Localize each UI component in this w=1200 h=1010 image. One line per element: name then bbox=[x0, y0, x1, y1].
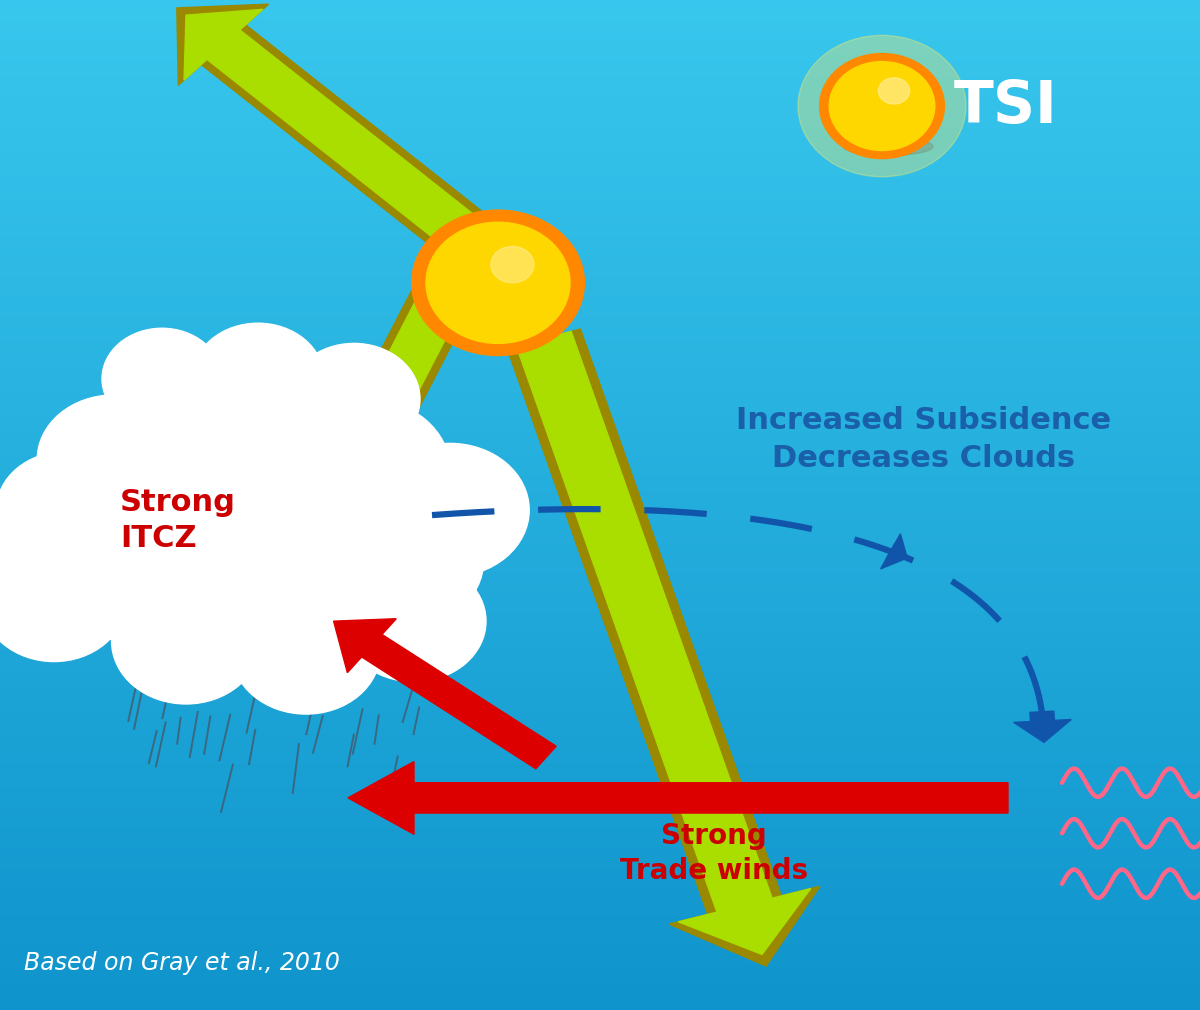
Circle shape bbox=[186, 369, 378, 530]
Text: Based on Gray et al., 2010: Based on Gray et al., 2010 bbox=[24, 950, 340, 975]
Circle shape bbox=[112, 579, 260, 704]
Circle shape bbox=[100, 427, 272, 573]
Polygon shape bbox=[176, 4, 496, 263]
Polygon shape bbox=[348, 762, 1008, 834]
Polygon shape bbox=[1014, 711, 1072, 742]
Polygon shape bbox=[184, 9, 491, 258]
Polygon shape bbox=[278, 239, 488, 561]
Circle shape bbox=[116, 361, 280, 498]
Circle shape bbox=[102, 328, 222, 429]
Circle shape bbox=[798, 35, 966, 177]
Text: TSI: TSI bbox=[954, 78, 1057, 134]
Circle shape bbox=[342, 561, 486, 682]
Polygon shape bbox=[271, 237, 497, 571]
Circle shape bbox=[192, 323, 324, 434]
Circle shape bbox=[0, 502, 88, 619]
Text: Strong
ITCZ: Strong ITCZ bbox=[120, 488, 236, 552]
Circle shape bbox=[491, 246, 534, 283]
Circle shape bbox=[0, 540, 126, 662]
Circle shape bbox=[878, 78, 910, 104]
Circle shape bbox=[188, 492, 376, 649]
Circle shape bbox=[0, 451, 136, 569]
Text: Increased Subsidence
Decreases Clouds: Increased Subsidence Decreases Clouds bbox=[737, 406, 1111, 473]
Circle shape bbox=[37, 395, 191, 524]
Circle shape bbox=[829, 62, 935, 150]
Polygon shape bbox=[334, 619, 556, 769]
Circle shape bbox=[371, 443, 529, 577]
Ellipse shape bbox=[842, 137, 934, 156]
Circle shape bbox=[320, 492, 484, 629]
Polygon shape bbox=[881, 534, 907, 569]
Circle shape bbox=[282, 399, 450, 540]
Circle shape bbox=[288, 343, 420, 454]
Polygon shape bbox=[506, 329, 820, 966]
Circle shape bbox=[412, 210, 584, 356]
Circle shape bbox=[76, 508, 248, 653]
Circle shape bbox=[232, 589, 380, 714]
Circle shape bbox=[820, 54, 944, 159]
Polygon shape bbox=[516, 331, 811, 954]
Text: Strong
Trade winds: Strong Trade winds bbox=[620, 822, 808, 885]
Circle shape bbox=[426, 222, 570, 343]
